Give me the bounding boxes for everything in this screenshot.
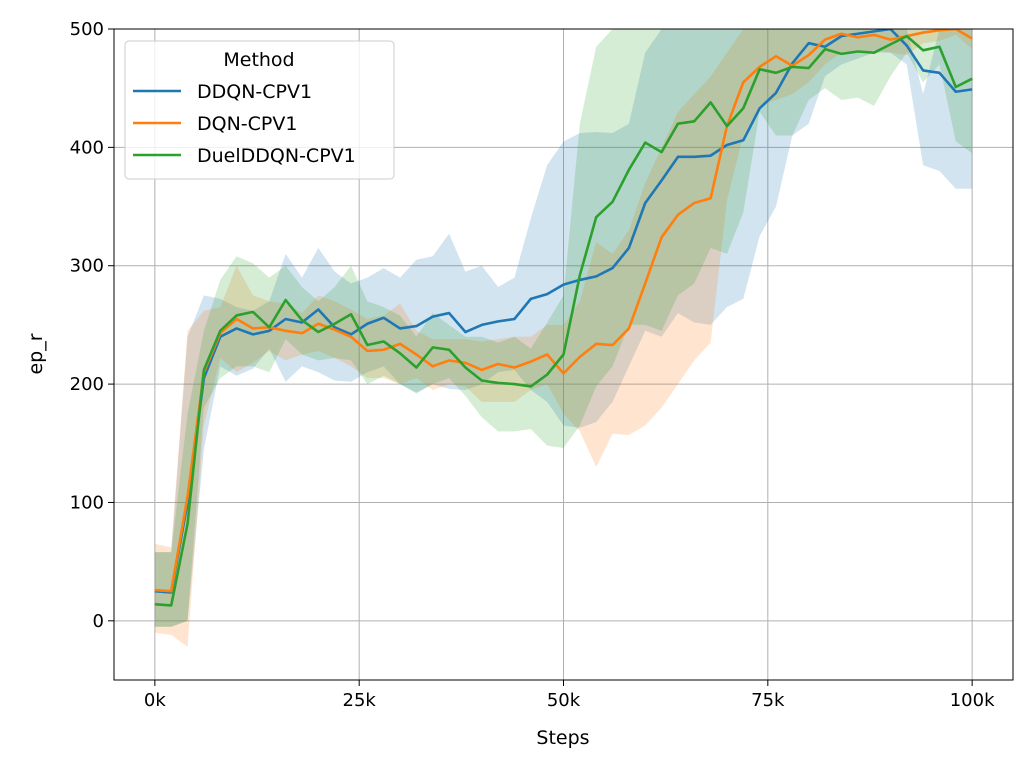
legend: Method DDQN-CPV1 DQN-CPV1 DuelDDQN-CPV1 <box>124 40 395 180</box>
x-tick-label: 25k <box>343 690 377 711</box>
line-dqn-cpv1 <box>154 29 973 593</box>
band-duelddqn-cpv1 <box>154 29 973 627</box>
series-lines <box>154 29 973 607</box>
x-axis-label: Steps <box>536 727 589 749</box>
band-ddqn-cpv1 <box>154 29 973 627</box>
x-tick-label: 0k <box>144 690 166 711</box>
y-tick-label: 0 <box>93 611 104 632</box>
y-axis-label: ep_r <box>25 333 47 374</box>
y-tick-label: 400 <box>70 137 104 158</box>
y-tick-label: 300 <box>70 256 104 277</box>
line-duelddqn-cpv1 <box>154 34 973 607</box>
legend-label: DQN-CPV1 <box>197 113 297 135</box>
legend-label: DuelDDQN-CPV1 <box>197 145 356 167</box>
legend-title: Method <box>223 49 294 71</box>
confidence-bands <box>154 29 973 647</box>
x-tick-label: 50k <box>547 690 581 711</box>
line-ddqn-cpv1 <box>154 29 973 594</box>
legend-box <box>124 40 395 180</box>
x-tick-label: 100k <box>950 690 995 711</box>
y-tick-label: 100 <box>70 492 104 513</box>
y-tick-label: 500 <box>70 19 104 40</box>
legend-label: DDQN-CPV1 <box>197 81 312 103</box>
x-tick-label: 75k <box>751 690 785 711</box>
axis-ticks: 0k 25k 50k 75k 100k 0 100 200 300 400 500 <box>70 19 995 711</box>
y-tick-label: 200 <box>70 374 104 395</box>
band-dqn-cpv1 <box>154 29 973 647</box>
